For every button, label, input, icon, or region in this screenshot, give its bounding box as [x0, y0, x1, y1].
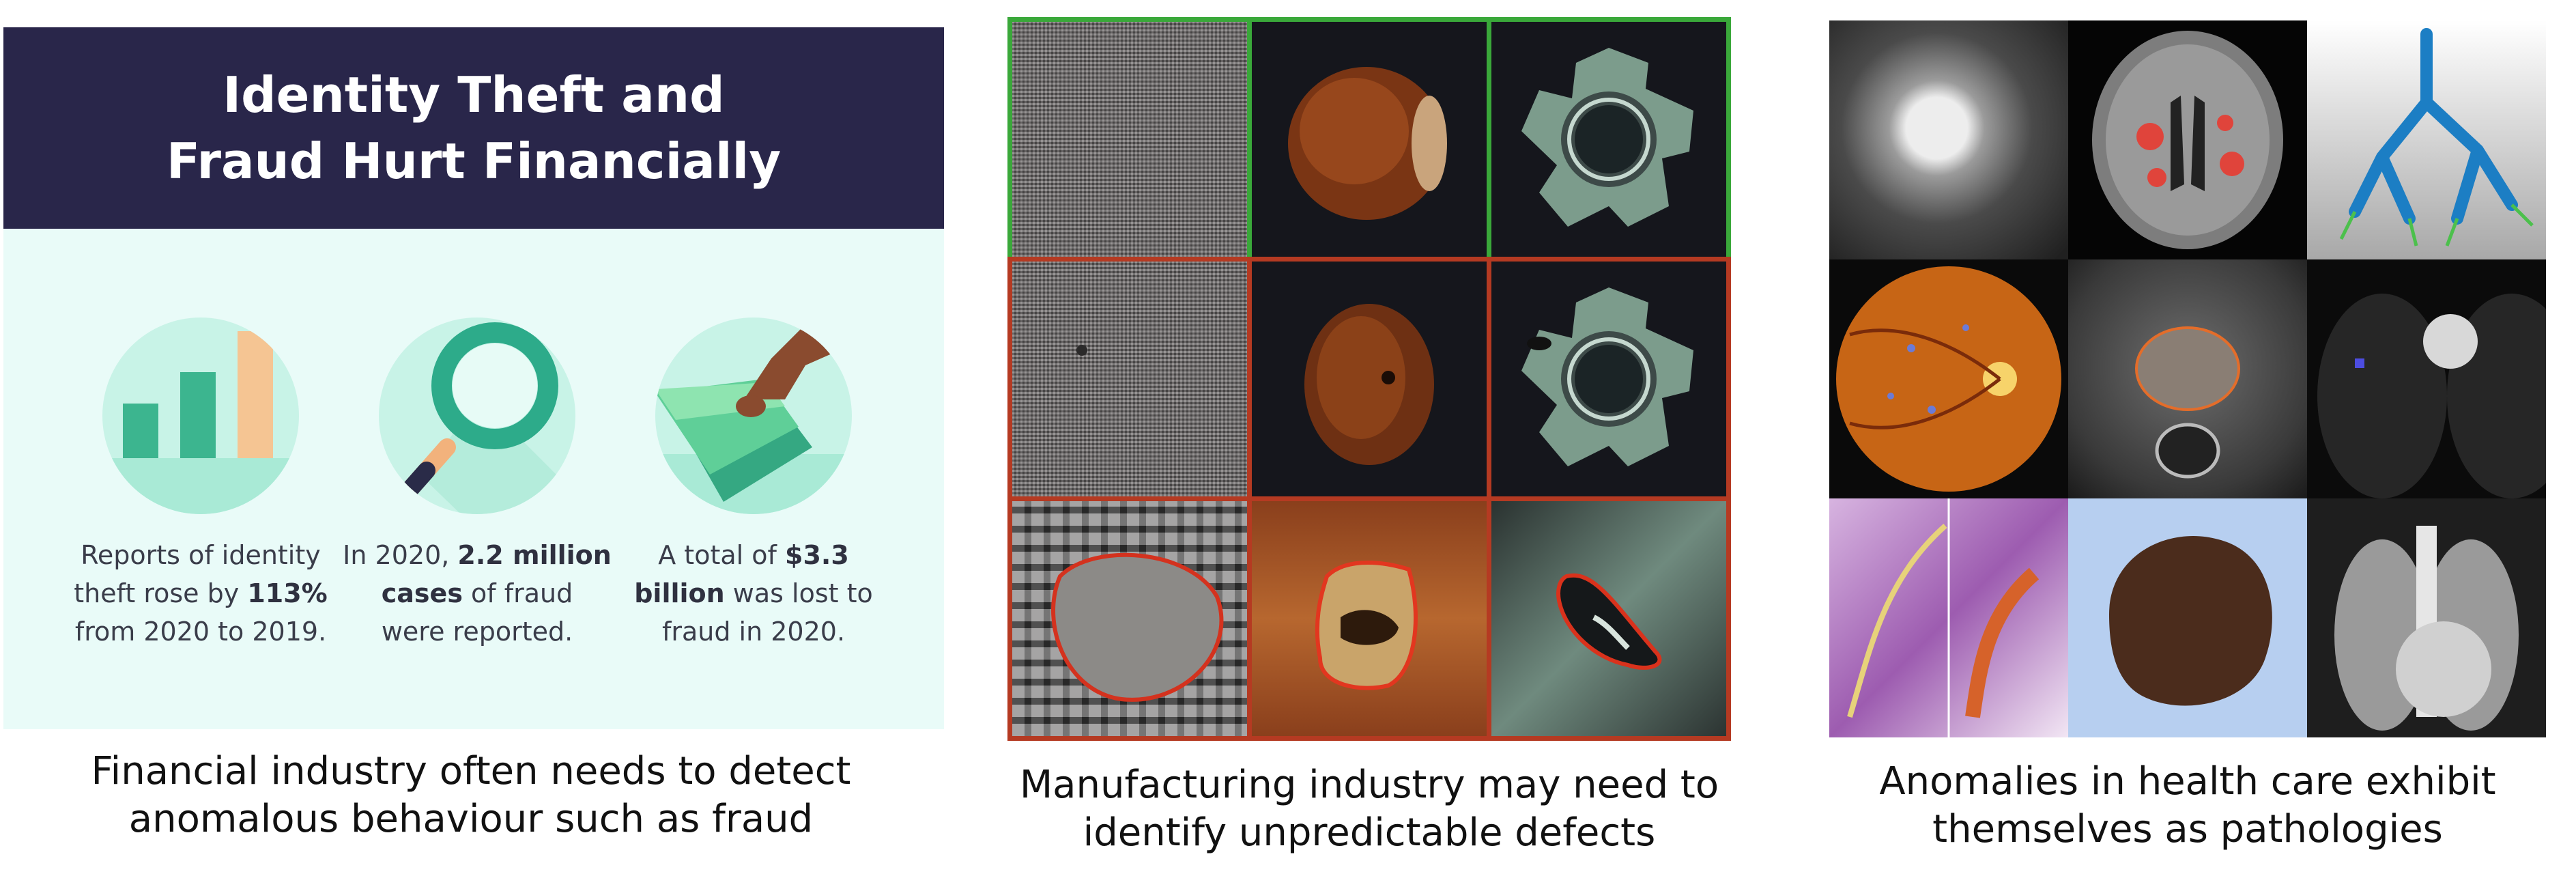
healthcare-caption-line2: themselves as pathologies — [1829, 806, 2546, 853]
stat-fraud-cases: In 2020, 2.2 million cases of fraud were… — [341, 536, 614, 651]
finance-caption: Financial industry often needs to detect… — [41, 748, 901, 843]
stat2-line3: were reported. — [382, 617, 573, 647]
stat2-cases: cases — [382, 578, 463, 608]
histology-image — [1829, 498, 2068, 737]
healthcare-caption: Anomalies in health care exhibit themsel… — [1829, 758, 2546, 853]
mammogram-image — [1829, 20, 2068, 259]
hazelnut-defect-zoom-image — [1247, 496, 1491, 741]
magnifier-icon — [379, 318, 575, 514]
stat1-line3: from 2020 to 2019. — [75, 617, 326, 647]
finance-caption-line1: Financial industry often needs to detect — [41, 748, 901, 795]
brain-mri-image — [2068, 20, 2307, 259]
finance-title-line1: Identity Theft and — [3, 62, 944, 128]
finance-caption-line2: anomalous behaviour such as fraud — [41, 795, 901, 843]
fabric-defect-zoom-image — [1007, 496, 1252, 741]
prostate-mri-image — [2068, 259, 2307, 498]
skin-lesion-image — [2068, 498, 2307, 737]
finance-title-line2: Fraud Hurt Financially — [3, 128, 944, 195]
stat1-line2: theft rose by — [74, 578, 247, 608]
finance-title: Identity Theft and Fraud Hurt Financiall… — [3, 27, 944, 229]
manufacturing-caption-line2: identify unpredictable defects — [1003, 809, 1735, 857]
stat3-billion: billion — [634, 578, 724, 608]
airway-tree-image — [2307, 20, 2546, 259]
money-hand-icon — [655, 318, 852, 514]
metal-nut-defect-image — [1487, 257, 1731, 501]
healthcare-caption-line1: Anomalies in health care exhibit — [1829, 758, 2546, 806]
stat2-line2: of fraud — [463, 578, 573, 608]
stat-money-lost: A total of $3.3 billion was lost to frau… — [617, 536, 890, 651]
stat1-line1: Reports of identity — [81, 540, 321, 570]
fabric-normal-image — [1007, 17, 1252, 262]
stat3-line3: fraud in 2020. — [662, 617, 845, 647]
fabric-defect-image — [1007, 257, 1252, 501]
chest-xray-image — [2307, 498, 2546, 737]
stat-identity-theft: Reports of identity theft rose by 113% f… — [64, 536, 337, 651]
finance-stats-area: Reports of identity theft rose by 113% f… — [3, 229, 944, 729]
retina-fundus-image — [1829, 259, 2068, 498]
stat3-amount: $3.3 — [785, 540, 849, 570]
stat1-highlight: 113% — [247, 578, 327, 608]
stat2-line1: In 2020, — [343, 540, 457, 570]
metal-nut-normal-image — [1487, 17, 1731, 262]
hazelnut-defect-image — [1247, 257, 1491, 501]
stat2-highlight: 2.2 million — [457, 540, 611, 570]
stat3-line2: was lost to — [725, 578, 873, 608]
chest-ct-image — [2307, 259, 2546, 498]
manufacturing-caption-line1: Manufacturing industry may need to — [1003, 761, 1735, 809]
hazelnut-normal-image — [1247, 17, 1491, 262]
metal-nut-defect-zoom-image — [1487, 496, 1731, 741]
bar-chart-icon — [102, 318, 299, 514]
stat3-line1: A total of — [658, 540, 785, 570]
manufacturing-caption: Manufacturing industry may need to ident… — [1003, 761, 1735, 857]
